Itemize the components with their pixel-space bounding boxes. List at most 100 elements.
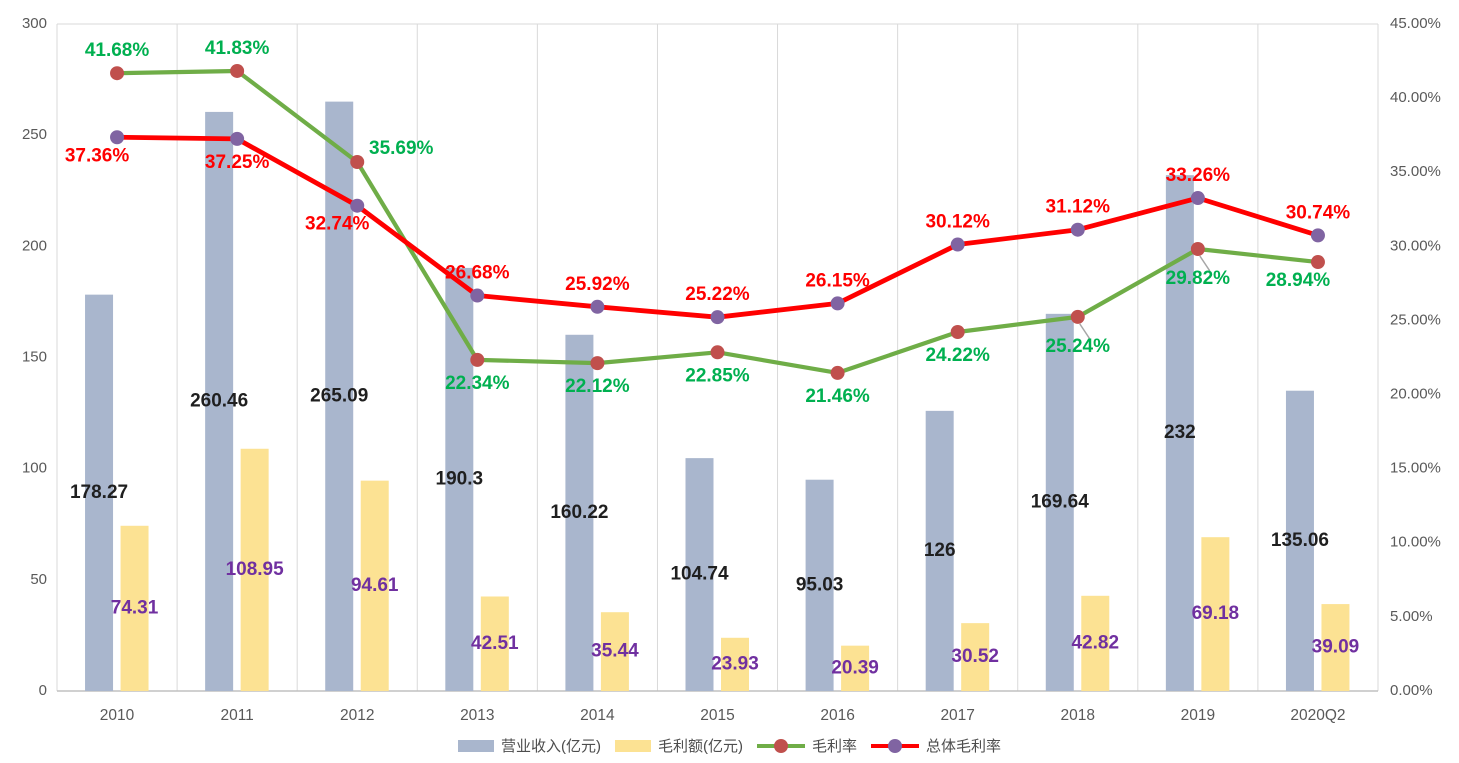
legend: 营业收入(亿元) 毛利额(亿元) 毛利率 总体毛利率 — [0, 735, 1459, 756]
marker-series1-2017 — [950, 237, 965, 252]
label-leader-line — [1199, 255, 1211, 272]
marker-series1-2018 — [1070, 222, 1085, 237]
legend-item-3: 总体毛利率 — [871, 735, 1001, 756]
x-axis-label: 2012 — [340, 707, 374, 724]
line-data-label: 33.26% — [1166, 165, 1231, 186]
x-axis-label: 2013 — [460, 707, 494, 724]
bar-data-label: 104.74 — [670, 564, 729, 585]
bar-data-label: 20.39 — [831, 657, 879, 678]
line-data-label: 37.36% — [65, 145, 130, 166]
bar-data-label: 94.61 — [351, 575, 399, 596]
bar-data-label: 30.52 — [951, 646, 999, 667]
bar-data-label: 160.22 — [550, 502, 608, 523]
right-axis-tick-label: 10.00% — [1390, 534, 1441, 551]
bar-series1-2020Q2 — [1321, 604, 1350, 691]
marker-series0-2019 — [1190, 242, 1205, 257]
bar-data-label: 232 — [1164, 422, 1196, 443]
bar-data-label: 69.18 — [1192, 603, 1240, 624]
bar-series0-2018 — [1045, 313, 1074, 691]
marker-series1-2016 — [830, 296, 845, 311]
legend-line-marker — [773, 738, 788, 753]
marker-series1-2020Q2 — [1310, 228, 1325, 243]
marker-series0-2017 — [950, 325, 965, 340]
x-axis-label: 2018 — [1061, 707, 1095, 724]
line-data-label: 37.25% — [205, 152, 270, 173]
bar-data-label: 95.03 — [796, 574, 844, 595]
line-data-label: 24.22% — [925, 345, 990, 366]
marker-series1-2011 — [230, 131, 245, 146]
left-axis-tick-label: 100 — [22, 460, 47, 477]
x-axis-label: 2017 — [940, 707, 974, 724]
bar-series0-2017 — [925, 410, 954, 691]
x-axis-label: 2020Q2 — [1290, 707, 1345, 724]
legend-bar-swatch-icon — [457, 739, 494, 752]
line-data-label: 30.74% — [1286, 202, 1351, 223]
bar-series0-2013 — [445, 267, 474, 691]
bar-series1-2019 — [1201, 537, 1230, 691]
marker-series1-2010 — [110, 130, 125, 145]
bar-series1-2015 — [721, 637, 749, 691]
marker-series0-2013 — [470, 352, 485, 367]
right-axis-tick-label: 20.00% — [1390, 386, 1441, 403]
marker-series0-2012 — [350, 154, 365, 169]
line-data-label: 21.46% — [805, 386, 870, 407]
x-axis-label: 2016 — [820, 707, 854, 724]
x-axis-label: 2015 — [700, 707, 734, 724]
bar-series0-2010 — [85, 294, 114, 691]
left-axis-tick-label: 200 — [22, 237, 47, 254]
bar-data-label: 39.09 — [1312, 637, 1360, 658]
x-axis-label: 2010 — [100, 707, 135, 724]
right-axis-tick-label: 5.00% — [1390, 608, 1433, 625]
marker-series0-2011 — [230, 63, 245, 78]
line-data-label: 29.82% — [1166, 268, 1231, 289]
line-data-label: 25.22% — [685, 284, 750, 305]
right-axis-tick-label: 35.00% — [1390, 163, 1441, 180]
line-data-label: 26.68% — [445, 263, 510, 284]
bar-data-label: 260.46 — [190, 390, 248, 411]
marker-series0-2015 — [710, 345, 725, 360]
bar-series1-2017 — [961, 623, 990, 691]
line-data-label: 26.15% — [805, 270, 870, 291]
bar-series0-2015 — [685, 458, 714, 691]
bar-series1-2018 — [1081, 595, 1110, 691]
legend-item-0: 营业收入(亿元) — [457, 735, 601, 756]
bar-series1-2010 — [120, 525, 149, 691]
legend-line-marker — [888, 738, 902, 753]
line-data-label: 31.12% — [1046, 197, 1111, 218]
bar-data-label: 74.31 — [111, 597, 159, 618]
plot-area: 0 50 100 150 200 250 300 0.00% 5.00% 10.00% 15.00%… — [22, 15, 1441, 724]
bar-data-label: 126 — [924, 540, 956, 561]
line-data-label: 30.12% — [925, 212, 990, 233]
bar-data-label: 265.09 — [310, 385, 368, 406]
line-data-label: 32.74% — [305, 214, 370, 235]
legend-item-1: 毛利额(亿元) — [614, 735, 743, 756]
marker-series0-2016 — [830, 365, 845, 380]
marker-series1-2013 — [470, 288, 485, 303]
marker-series1-2019 — [1190, 191, 1205, 206]
legend-label: 总体毛利率 — [926, 738, 1002, 755]
bar-data-label: 135.06 — [1271, 530, 1329, 551]
bar-data-label: 190.3 — [436, 468, 484, 489]
legend-line-swatch-icon — [871, 738, 919, 753]
right-axis-tick-label: 30.00% — [1390, 237, 1441, 254]
marker-series1-2014 — [590, 299, 605, 314]
bar-series1-2011 — [240, 448, 269, 691]
right-axis-tick-label: 0.00% — [1390, 682, 1433, 699]
marker-series0-2010 — [110, 66, 125, 81]
legend-bar-swatch-icon — [614, 739, 651, 752]
left-axis-tick-label: 150 — [22, 348, 47, 365]
bar-data-label: 23.93 — [711, 653, 759, 674]
right-axis-tick-label: 45.00% — [1390, 15, 1441, 32]
left-axis-tick-label: 50 — [30, 571, 47, 588]
line-data-label: 25.92% — [565, 274, 630, 295]
bar-data-label: 178.27 — [70, 482, 128, 503]
line-data-label: 22.34% — [445, 373, 510, 394]
left-axis-tick-label: 250 — [22, 126, 47, 143]
right-axis-tick-label: 25.00% — [1390, 311, 1441, 328]
line-data-label: 25.24% — [1046, 336, 1111, 357]
bar-series0-2020Q2 — [1285, 390, 1314, 691]
bar-series0-2016 — [805, 479, 834, 691]
bar-data-label: 35.44 — [591, 641, 639, 662]
left-axis-tick-label: 300 — [22, 15, 47, 32]
